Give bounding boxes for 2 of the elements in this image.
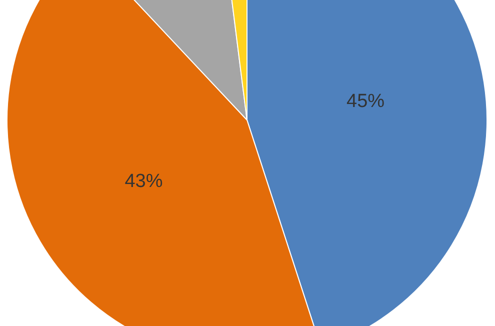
- data-label: 43%: [124, 171, 163, 192]
- data-label: 45%: [346, 91, 385, 112]
